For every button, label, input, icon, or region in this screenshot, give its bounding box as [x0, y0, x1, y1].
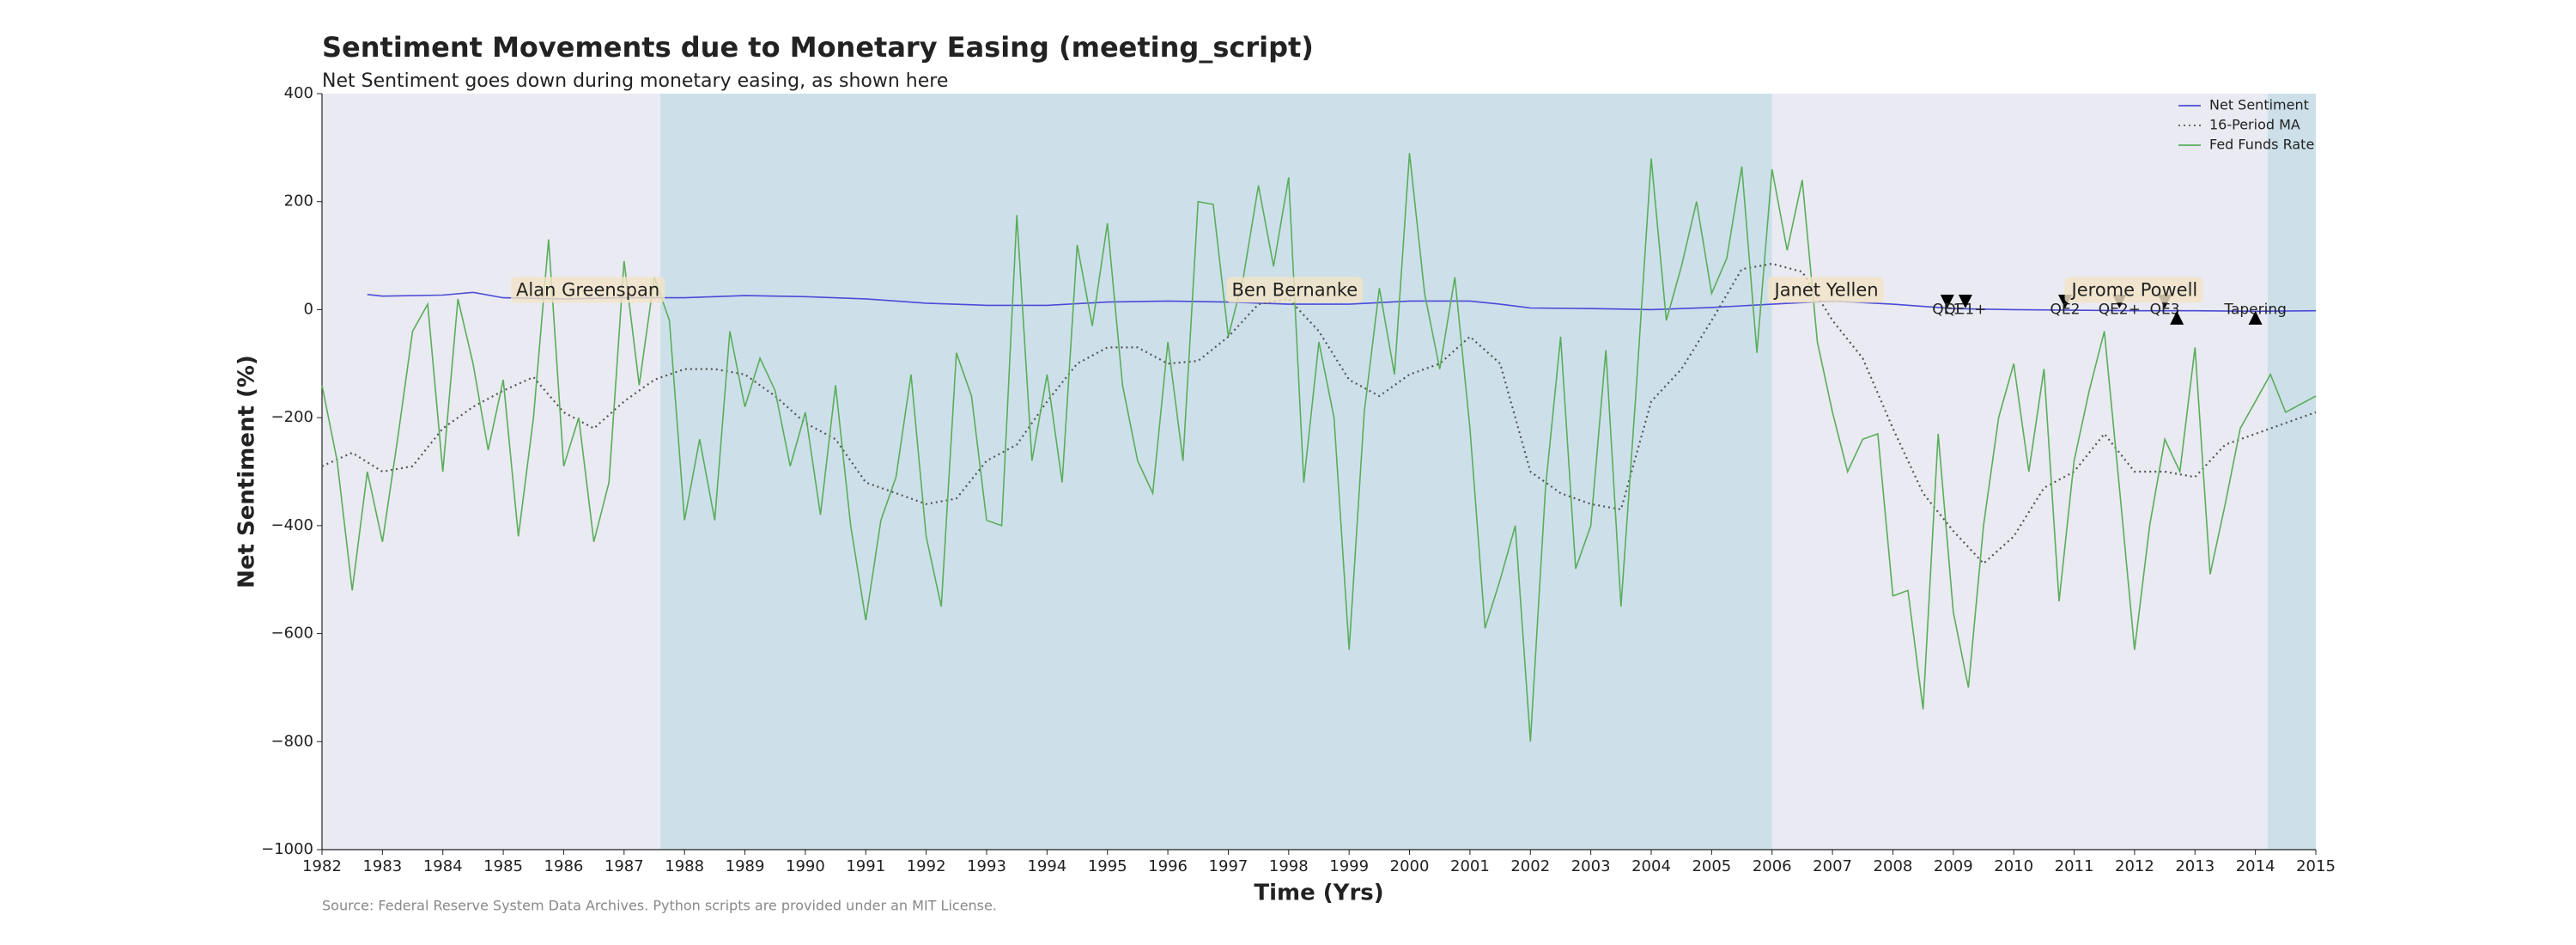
x-tick-label: 1985 [483, 857, 523, 875]
event-label: QE1 [1932, 301, 1962, 318]
x-tick-label: 1989 [726, 857, 765, 875]
annotation: Alan Greenspan [511, 277, 665, 303]
annotation-box [1226, 277, 1364, 303]
annotation: Jerome Powell [2064, 277, 2203, 303]
x-tick-label: 2015 [2296, 857, 2336, 875]
annotation: Ben Bernanke [1226, 277, 1364, 303]
x-tick-label: 1986 [544, 857, 584, 875]
event-label: QE1+ [1944, 301, 1986, 318]
annotation-label: Alan Greenspan [516, 279, 659, 300]
legend-label: Net Sentiment [2209, 97, 2309, 113]
y-axis-label: Net Sentiment (%) [234, 355, 260, 588]
term-span [1771, 94, 2268, 850]
legend-label: Fed Funds Rate [2209, 137, 2314, 153]
y-tick-label: −200 [271, 408, 313, 426]
event-marker [2248, 310, 2263, 325]
x-tick-label: 2010 [1994, 857, 2033, 875]
event-label: QE2+ [2099, 301, 2141, 318]
term-span [322, 94, 661, 850]
annotation-label: Janet Yellen [1773, 279, 1879, 300]
y-tick-label: 400 [284, 84, 313, 102]
x-tick-label: 1987 [605, 857, 644, 875]
x-tick-label: 1984 [423, 857, 463, 875]
term-span [660, 94, 1772, 850]
annotation: Janet Yellen [1767, 277, 1884, 303]
x-tick-label: 2007 [1813, 857, 1852, 875]
x-tick-label: 1996 [1148, 857, 1188, 875]
x-tick-label: 2003 [1571, 857, 1611, 875]
y-tick-label: −600 [271, 625, 313, 643]
x-tick-label: 1990 [786, 857, 825, 875]
y-tick-label: 200 [284, 192, 313, 210]
annotation-box [511, 277, 665, 303]
x-tick-label: 2002 [1510, 857, 1550, 875]
x-tick-label: 2000 [1390, 857, 1430, 875]
x-tick-label: 1999 [1329, 857, 1369, 875]
x-tick-label: 2004 [1631, 857, 1671, 875]
term-span [2267, 94, 2316, 850]
event-marker [2170, 310, 2184, 325]
event-label: QE2 [2050, 301, 2081, 318]
legend-label: 16-Period MA [2209, 117, 2300, 133]
x-tick-label: 2012 [2115, 857, 2154, 875]
event-marker [1940, 295, 1954, 308]
x-tick-label: 1991 [846, 857, 885, 875]
x-axis-label: Time (Yrs) [1254, 881, 1383, 906]
chart-title: Sentiment Movements due to Monetary Easi… [322, 31, 1314, 64]
event-marker [1958, 295, 1972, 308]
x-tick-label: 2005 [1692, 857, 1731, 875]
y-tick-label: −1000 [261, 840, 313, 858]
x-tick-label: 1993 [967, 857, 1006, 875]
x-tick-label: 2009 [1934, 857, 1973, 875]
x-tick-label: 1982 [302, 857, 342, 875]
x-tick-label: 1983 [362, 857, 402, 875]
y-tick-label: 0 [304, 300, 313, 318]
x-tick-label: 2011 [2055, 857, 2094, 875]
event-label: QE3 [2150, 301, 2180, 318]
x-tick-label: 1992 [907, 857, 946, 875]
y-tick-label: −800 [271, 732, 313, 750]
x-tick-label: 2008 [1874, 857, 1913, 875]
x-tick-label: 2013 [2175, 857, 2215, 875]
x-tick-label: 1997 [1209, 857, 1249, 875]
annotation-label: Jerome Powell [2070, 279, 2198, 300]
x-tick-label: 2014 [2236, 857, 2275, 875]
x-tick-label: 1998 [1269, 857, 1309, 875]
x-tick-label: 1994 [1027, 857, 1066, 875]
x-tick-label: 2001 [1450, 857, 1490, 875]
y-tick-label: −400 [271, 516, 313, 534]
x-tick-label: 2006 [1753, 857, 1792, 875]
x-tick-label: 1995 [1088, 857, 1127, 875]
source-note: Source: Federal Reserve System Data Arch… [322, 898, 997, 914]
chart-subtitle: Net Sentiment goes down during monetary … [322, 70, 948, 92]
annotation-label: Ben Bernanke [1231, 279, 1358, 300]
annotation-box [2064, 277, 2203, 303]
event-label: Tapering [2223, 301, 2287, 318]
x-tick-label: 1988 [665, 857, 704, 875]
annotation-box [1767, 277, 1884, 303]
